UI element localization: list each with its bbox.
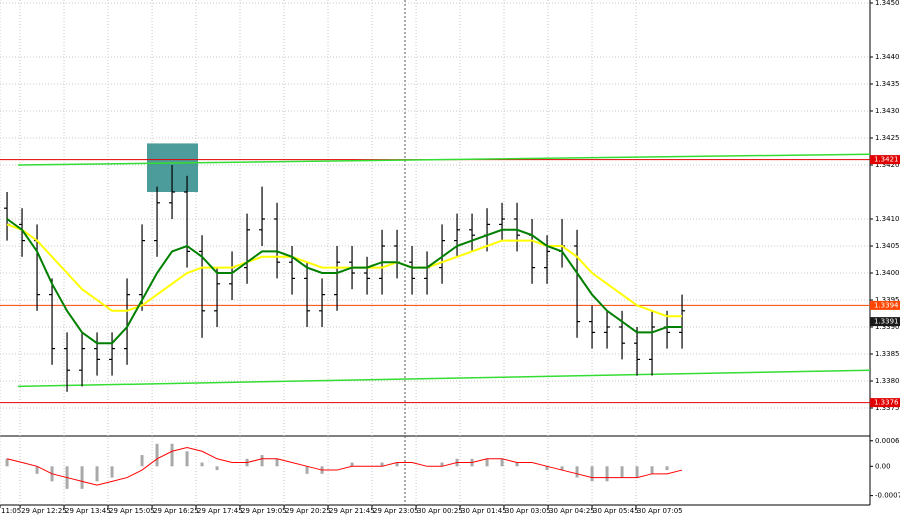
x-tick-label: 30 Apr 00:25 (417, 507, 463, 515)
x-tick-label: 29 Apr 12:25 (21, 507, 67, 515)
histogram-bar (485, 458, 489, 467)
level-label: 1.3394 (874, 301, 899, 309)
level-label-box (870, 398, 900, 408)
moving-average (6, 223, 683, 318)
oscillator-tick-label: 0.00 (875, 462, 891, 470)
histogram-bar (395, 462, 399, 467)
histogram-bar (500, 458, 504, 467)
level-label: 1.3421 (874, 156, 899, 164)
histogram-bar (665, 466, 669, 471)
oscillator-tick-label: 0.00068 (875, 437, 900, 445)
x-tick-label: 29 Apr 17:45 (197, 507, 243, 515)
y-tick-label: 1.3430 (875, 107, 900, 115)
signal-line (6, 447, 683, 486)
x-tick-label: 29 Apr 23:05 (373, 507, 419, 515)
y-tick-label: 1.3400 (875, 269, 900, 277)
histogram-bar (275, 458, 279, 467)
histogram-bar (560, 466, 564, 471)
histogram-bar (260, 455, 264, 467)
current-price-box (870, 317, 900, 327)
level-label-box (870, 300, 900, 310)
histogram-bar (140, 455, 144, 467)
histogram-bar (155, 443, 159, 467)
histogram-bar (590, 466, 594, 482)
oscillator-tick-label: -0.00078 (875, 492, 900, 500)
histogram-bar (185, 451, 189, 467)
x-tick-label: 30 Apr 04:25 (549, 507, 595, 515)
histogram-bar (80, 466, 84, 489)
x-tick-label: 30 Apr 03:05 (505, 507, 551, 515)
histogram-bar (545, 466, 549, 471)
histogram-bar (650, 466, 654, 474)
y-tick-label: 1.3385 (875, 350, 900, 358)
level-label-box (870, 155, 900, 165)
x-tick-label: 30 Apr 05:45 (593, 507, 639, 515)
histogram-bar (440, 462, 444, 467)
histogram-bar (35, 466, 39, 474)
histogram-bar (515, 462, 519, 467)
moving-average (6, 218, 683, 345)
histogram-bar (110, 466, 114, 478)
y-tick-label: 1.3405 (875, 242, 900, 250)
y-tick-label: 1.3375 (875, 404, 900, 412)
current-price-label: 1.3391 (874, 318, 899, 326)
histogram-bar (575, 466, 579, 478)
x-tick-label: 29 Apr 13:45 (65, 507, 111, 515)
histogram-bar (350, 462, 354, 467)
histogram-bar (5, 458, 9, 467)
histogram-bar (620, 466, 624, 478)
y-tick-label: 1.3380 (875, 377, 900, 385)
x-tick-label: 30 Apr 07:05 (637, 507, 683, 515)
y-tick-label: 1.3410 (875, 215, 900, 223)
x-tick-label: 29 Apr 15:05 (109, 507, 155, 515)
histogram-bar (605, 466, 609, 482)
level-label: 1.3376 (874, 399, 899, 407)
y-tick-label: 1.3425 (875, 134, 900, 142)
x-tick-label: 29 Apr 19:05 (241, 507, 287, 515)
x-tick-label: 29 Apr 20:25 (285, 507, 331, 515)
y-tick-label: 1.3395 (875, 296, 900, 304)
x-tick-label: 29 Apr 21:45 (329, 507, 375, 515)
histogram-bar (200, 462, 204, 467)
y-tick-label: 1.3440 (875, 53, 900, 61)
y-tick-label: 1.3435 (875, 80, 900, 88)
x-tick-label: 11:05 (1, 507, 21, 515)
histogram-bar (95, 466, 99, 482)
x-tick-label: 29 Apr 16:25 (153, 507, 199, 515)
histogram-bar (380, 462, 384, 467)
histogram-bar (305, 466, 309, 474)
histogram-bar (170, 443, 174, 467)
trendline (17, 153, 871, 166)
histogram-bar (635, 466, 639, 478)
histogram-bar (215, 466, 219, 471)
y-tick-label: 1.3390 (875, 323, 900, 331)
y-tick-label: 1.3420 (875, 161, 900, 169)
x-tick-label: 30 Apr 01:45 (461, 507, 507, 515)
y-tick-label: 1.3450 (875, 0, 900, 7)
trendline (17, 369, 871, 388)
